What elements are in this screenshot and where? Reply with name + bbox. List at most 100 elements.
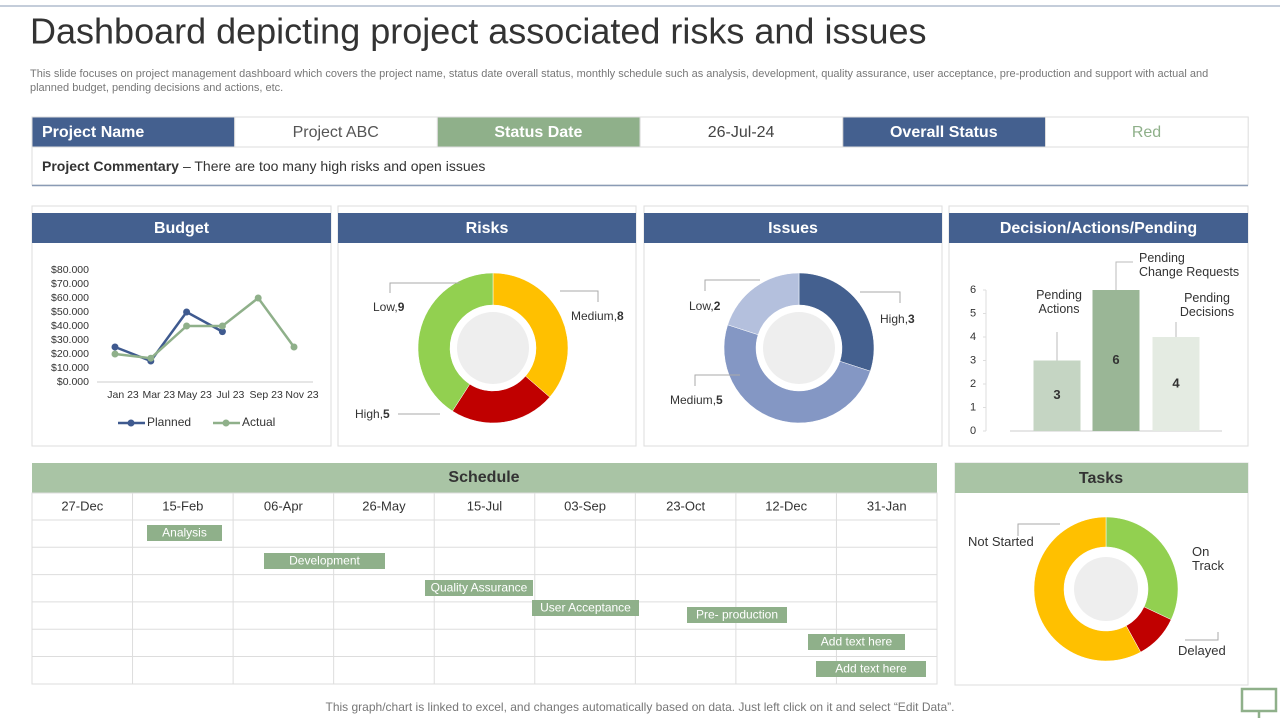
task-bar	[264, 553, 385, 569]
x-tick-label: May 23	[177, 389, 212, 401]
bar	[1033, 360, 1081, 431]
date-label: 15-Feb	[162, 498, 203, 513]
slice-value: 2	[714, 299, 721, 313]
leader-line	[1185, 632, 1219, 641]
y-tick-label: $30.000	[51, 334, 89, 346]
panel-header	[32, 213, 331, 243]
panel-title: Issues	[768, 220, 818, 237]
point	[147, 354, 155, 362]
info-text: Status Date	[494, 124, 582, 141]
date-label: 15-Jul	[467, 498, 503, 513]
slice-value: 5	[716, 393, 723, 407]
info-text: Project ABC	[293, 124, 379, 141]
slice-name: Low	[689, 299, 711, 313]
x-tick-label: Jan 23	[107, 389, 139, 401]
slice-label: Low,9	[373, 300, 405, 314]
slice-value: 8	[617, 309, 624, 323]
bar-value: 6	[1112, 352, 1119, 367]
slice-name: Medium	[670, 393, 713, 407]
donut-hole	[457, 312, 529, 384]
slice	[727, 272, 800, 336]
y-tick-label: $20.000	[51, 348, 89, 360]
point	[290, 343, 298, 351]
bar-category: Pending	[1184, 291, 1230, 305]
slice-label: Not Started	[968, 534, 1034, 549]
schedule-header	[32, 463, 937, 493]
point	[183, 322, 191, 330]
panel-title: Tasks	[1079, 470, 1123, 487]
leader-line	[560, 290, 599, 302]
slice-value: 9	[398, 300, 405, 314]
y-tick-label: $10.000	[51, 362, 89, 374]
slice-value: 3	[908, 312, 915, 326]
slice-value: 5	[383, 407, 390, 421]
slice-name: High	[355, 407, 380, 421]
line-series	[114, 310, 224, 363]
info-text: Red	[1132, 124, 1161, 141]
schedule-title: Schedule	[448, 469, 519, 486]
donut-hole	[763, 312, 835, 384]
date-label: 12-Dec	[765, 498, 807, 513]
task-bar	[532, 600, 639, 616]
info-cell	[1045, 116, 1249, 148]
description: This slide focuses on project management…	[30, 68, 1209, 94]
slice	[798, 272, 875, 372]
bar-category: Pending	[1036, 288, 1082, 302]
line-series	[114, 296, 296, 360]
y-tick-label: 0	[970, 425, 976, 437]
legend-label: Actual	[242, 415, 275, 429]
date-label: 23-Oct	[666, 498, 705, 513]
slice	[1105, 516, 1179, 620]
bar-category: Pending	[1139, 251, 1185, 265]
point	[254, 294, 262, 302]
y-tick-label: $50.000	[51, 306, 89, 318]
task-label: Development	[289, 554, 360, 568]
y-tick-label: $40.000	[51, 320, 89, 332]
bar-category: Actions	[1038, 302, 1080, 316]
panel-header	[338, 213, 636, 243]
date-label: 03-Sep	[564, 498, 606, 513]
commentary-label: Project Commentary	[42, 158, 179, 174]
leader-line	[694, 374, 740, 386]
leader-line	[389, 282, 460, 293]
task-bar	[687, 607, 787, 623]
donut-hole	[1074, 557, 1138, 621]
slice-label: Low,2	[689, 299, 721, 313]
x-tick-label: Mar 23	[142, 389, 175, 401]
slice-label: On Track	[1192, 544, 1225, 573]
slice-name: Low	[373, 300, 395, 314]
point	[111, 350, 119, 358]
y-tick-label: $80.000	[51, 264, 89, 276]
panel-title: Decision/Actions/Pending	[1000, 220, 1197, 237]
slice-name: High	[880, 312, 905, 326]
bar	[1092, 290, 1140, 431]
task-bar	[425, 580, 533, 596]
task-bar	[147, 525, 222, 541]
monitor-icon	[1240, 687, 1278, 713]
y-tick-label: 6	[970, 284, 976, 296]
commentary-text: – There are too many high risks and open…	[183, 158, 485, 174]
info-text: Overall Status	[890, 124, 998, 141]
y-tick-label: 3	[970, 354, 976, 366]
slice-label: High,5	[355, 407, 390, 421]
commentary: Project Commentary – There are too many h…	[42, 158, 485, 174]
panel-header	[949, 213, 1248, 243]
slice-label: High,3	[880, 312, 915, 326]
info-cell	[234, 116, 438, 148]
bar-value: 4	[1172, 375, 1180, 390]
date-label: 27-Dec	[61, 498, 103, 513]
task-label: Quality Assurance	[431, 581, 528, 595]
legend-dot	[222, 419, 230, 427]
title: Dashboard depicting project associated r…	[30, 11, 926, 52]
panel-header	[955, 463, 1248, 493]
x-tick-label: Jul 23	[216, 389, 244, 401]
date-label: 31-Jan	[867, 498, 907, 513]
footer: This graph/chart is linked to excel, and…	[326, 700, 955, 714]
y-tick-label: $0.000	[57, 376, 89, 388]
bar-value: 3	[1053, 387, 1060, 402]
date-label: 06-Apr	[264, 498, 304, 513]
panel-title: Risks	[466, 220, 509, 237]
y-tick-label: 2	[970, 378, 976, 390]
date-label: 26-May	[362, 498, 406, 513]
